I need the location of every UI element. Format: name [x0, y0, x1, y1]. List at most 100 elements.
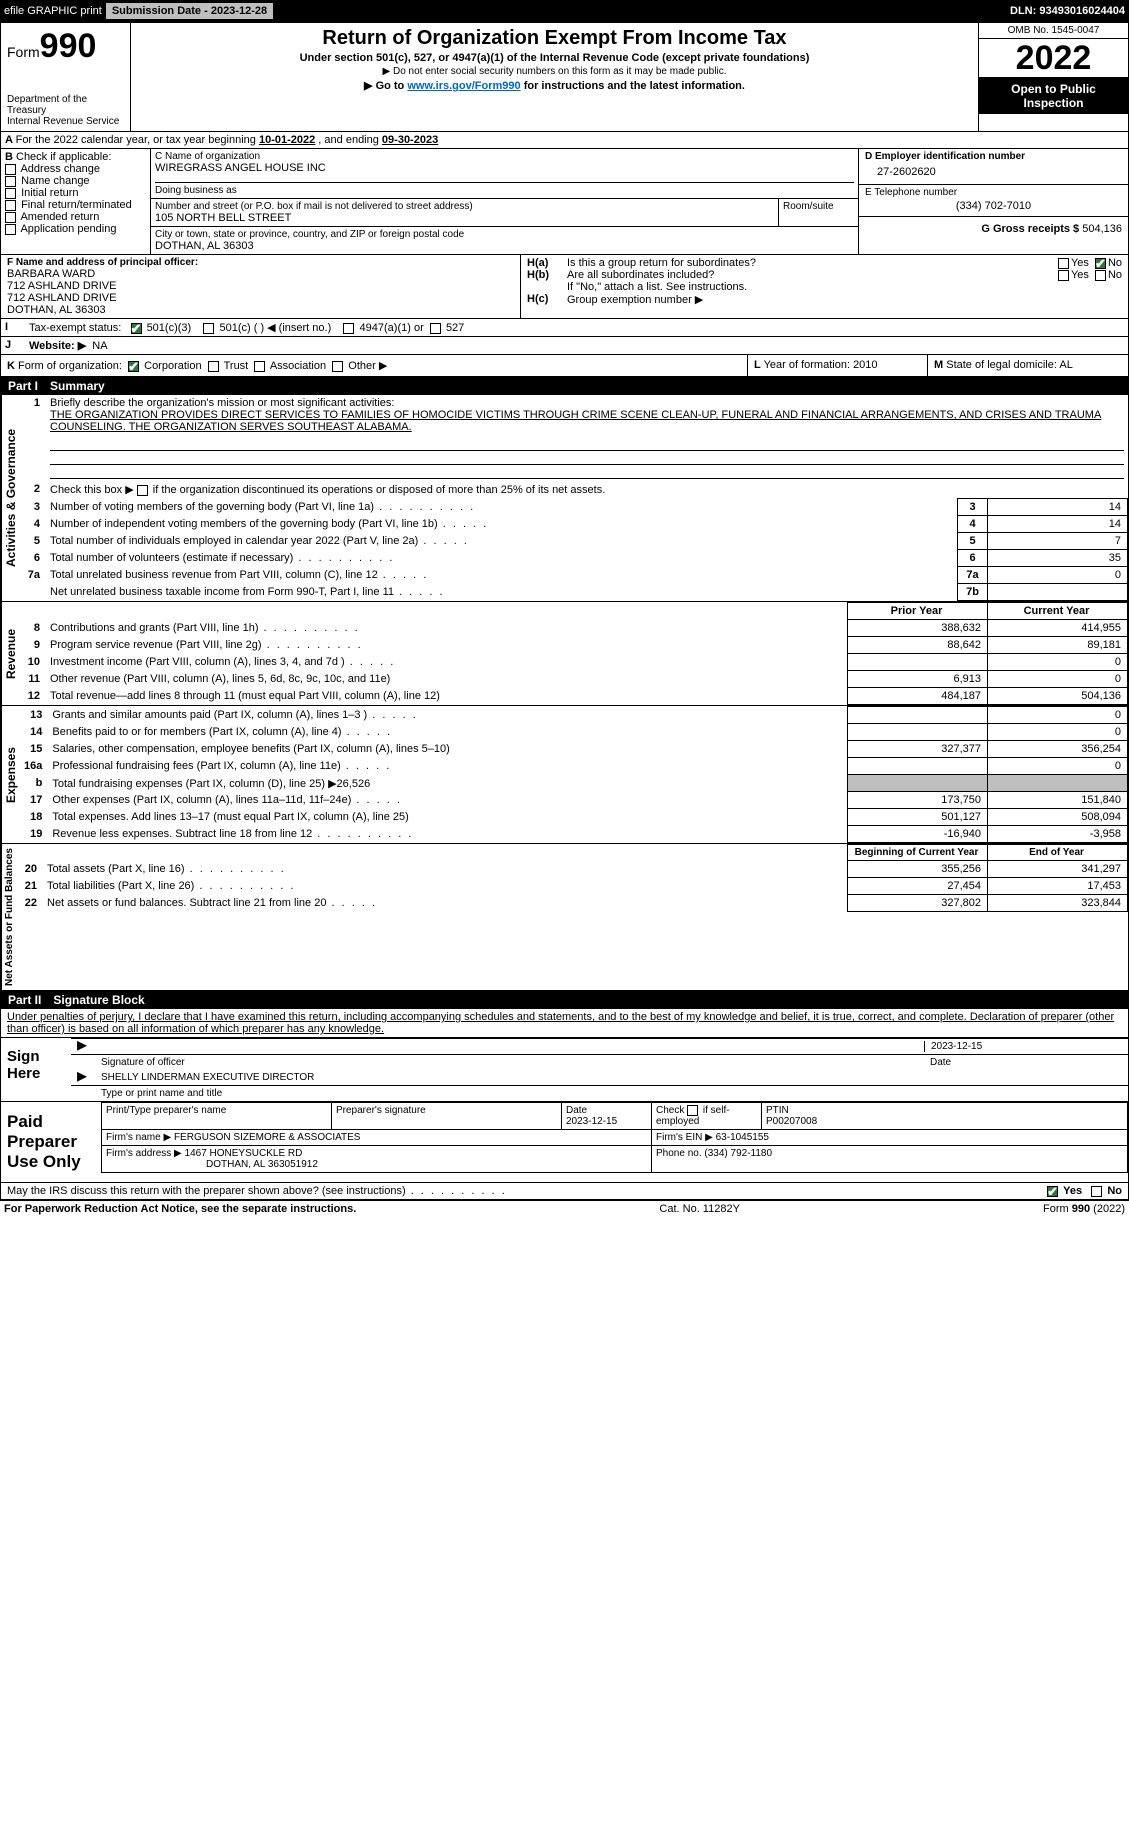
- form-title: Return of Organization Exempt From Incom…: [135, 27, 974, 50]
- form-subtitle-1: Under section 501(c), 527, or 4947(a)(1)…: [135, 52, 974, 64]
- netassets-label: Net Assets or Fund Balances: [1, 844, 17, 990]
- firm-phone-label: Phone no.: [656, 1148, 702, 1159]
- sig-date-label: Date: [924, 1057, 1124, 1068]
- sign-here-label: Sign Here: [1, 1038, 71, 1101]
- prep-sig-label: Preparer's signature: [336, 1105, 426, 1116]
- gross-receipts: 504,136: [1082, 223, 1122, 235]
- i-501c3-check[interactable]: [131, 323, 142, 334]
- efile-label: efile GRAPHIC print: [4, 5, 102, 17]
- col-current: Current Year: [988, 603, 1128, 620]
- i-4947-check[interactable]: [343, 323, 354, 334]
- l2-check[interactable]: [137, 485, 148, 496]
- form-subtitle-3: ▶ Go to www.irs.gov/Form990 for instruct…: [135, 79, 974, 92]
- self-employed-check[interactable]: [687, 1105, 698, 1116]
- b-opt-initial[interactable]: Initial return: [5, 187, 146, 199]
- dba-label: Doing business as: [155, 182, 854, 196]
- ha-no[interactable]: No: [1095, 257, 1122, 269]
- val-5: 7: [988, 533, 1128, 550]
- room-label: Room/suite: [783, 201, 854, 212]
- officer-name: BARBARA WARD: [7, 268, 514, 280]
- l1-pre: Briefly describe the organization's miss…: [50, 397, 394, 409]
- firm-addr2: DOTHAN, AL 363051912: [106, 1159, 318, 1170]
- firm-addr1: 1467 HONEYSUCKLE RD: [185, 1148, 303, 1159]
- b-opt-name[interactable]: Name change: [5, 175, 146, 187]
- footer-mid: Cat. No. 11282Y: [659, 1203, 740, 1215]
- city-label: City or town, state or province, country…: [155, 229, 854, 240]
- discuss-row: May the IRS discuss this return with the…: [0, 1183, 1129, 1200]
- b-opt-amended[interactable]: Amended return: [5, 211, 146, 223]
- section-revenue: Revenue Prior Year Current Year 8Contrib…: [0, 602, 1129, 706]
- firm-addr-label: Firm's address ▶: [106, 1148, 182, 1159]
- hb-label: Are all subordinates included?: [567, 269, 1058, 281]
- section-activities: Activities & Governance 1 Briefly descri…: [0, 395, 1129, 602]
- val-7a: 0: [988, 567, 1128, 584]
- org-name: WIREGRASS ANGEL HOUSE INC: [155, 162, 854, 174]
- k-trust-check[interactable]: [208, 361, 219, 372]
- section-expenses: Expenses 13Grants and similar amounts pa…: [0, 706, 1129, 844]
- perjury-statement: Under penalties of perjury, I declare th…: [0, 1009, 1129, 1038]
- tax-year: 2022: [979, 39, 1128, 78]
- paid-preparer-label: Paid Preparer Use Only: [1, 1102, 101, 1182]
- ha-yes[interactable]: Yes: [1058, 257, 1089, 269]
- dln-label: DLN: 93493016024404: [1010, 5, 1125, 17]
- form-header: Form990 Department of the Treasury Inter…: [0, 22, 1129, 132]
- hb-no[interactable]: No: [1095, 269, 1122, 281]
- g-label: G Gross receipts $: [981, 223, 1079, 235]
- state-domicile: AL: [1059, 359, 1072, 371]
- i-527-check[interactable]: [430, 323, 441, 334]
- d-label: D Employer identification number: [865, 151, 1025, 162]
- officer-addr2: 712 ASHLAND DRIVE: [7, 292, 514, 304]
- part2-header: Part II Signature Block: [0, 991, 1129, 1009]
- b-opt-address[interactable]: Address change: [5, 163, 146, 175]
- discuss-no-check[interactable]: [1091, 1186, 1102, 1197]
- firm-name-label: Firm's name ▶: [106, 1132, 171, 1143]
- arrow-icon: ▸: [77, 1039, 87, 1051]
- officer-block: F Name and address of principal officer:…: [0, 255, 1129, 319]
- phone-value: (334) 702-7010: [865, 198, 1122, 214]
- form-number: Form990: [7, 27, 124, 66]
- val-4: 14: [988, 516, 1128, 533]
- officer-addr1: 712 ASHLAND DRIVE: [7, 280, 514, 292]
- footer-right: Form 990 (2022): [1043, 1203, 1125, 1215]
- i-501c-check[interactable]: [203, 323, 214, 334]
- irs-label: Internal Revenue Service: [7, 116, 124, 127]
- prep-name-label: Print/Type preparer's name: [106, 1105, 226, 1116]
- k-other-check[interactable]: [332, 361, 343, 372]
- val-7b: [988, 584, 1128, 601]
- paid-preparer-block: Paid Preparer Use Only Print/Type prepar…: [0, 1102, 1129, 1183]
- col-boy: Beginning of Current Year: [848, 845, 988, 861]
- k-assoc-check[interactable]: [254, 361, 265, 372]
- footer-left: For Paperwork Reduction Act Notice, see …: [4, 1203, 356, 1215]
- line-klm: K Form of organization: Corporation Trus…: [0, 355, 1129, 377]
- prep-date-label: Date: [566, 1105, 587, 1116]
- k-corp-check[interactable]: [128, 361, 139, 372]
- hb-note: If "No," attach a list. See instructions…: [527, 281, 1122, 293]
- officer-print-name: SHELLY LINDERMAN EXECUTIVE DIRECTOR: [101, 1072, 314, 1083]
- submission-date-button[interactable]: Submission Date - 2023-12-28: [105, 2, 274, 20]
- line-i: I Tax-exempt status: 501(c)(3) 501(c) ( …: [0, 319, 1129, 337]
- efile-topbar: efile GRAPHIC print Submission Date - 20…: [0, 0, 1129, 22]
- form-subtitle-2: ▶ Do not enter social security numbers o…: [135, 66, 974, 77]
- ptin-label: PTIN: [766, 1105, 789, 1116]
- self-employed-label: Check if self-employed: [656, 1105, 730, 1127]
- hc-label: Group exemption number ▶: [567, 293, 703, 306]
- hb-yes[interactable]: Yes: [1058, 269, 1089, 281]
- sign-here-block: Sign Here ▸ 2023-12-15 Signature of offi…: [0, 1038, 1129, 1102]
- mission-text: THE ORGANIZATION PROVIDES DIRECT SERVICE…: [50, 409, 1101, 433]
- revenue-label: Revenue: [1, 602, 20, 705]
- line-a: A For the 2022 calendar year, or tax yea…: [0, 132, 1129, 149]
- b-label: Check if applicable:: [16, 151, 111, 163]
- open-inspection: Open to Public Inspection: [979, 78, 1128, 114]
- irs-link[interactable]: www.irs.gov/Form990: [407, 80, 520, 92]
- page-footer: For Paperwork Reduction Act Notice, see …: [0, 1200, 1129, 1217]
- b-opt-final[interactable]: Final return/terminated: [5, 199, 146, 211]
- discuss-yes-check[interactable]: [1047, 1186, 1058, 1197]
- identity-block: B Check if applicable: Address change Na…: [0, 149, 1129, 255]
- firm-name: FERGUSON SIZEMORE & ASSOCIATES: [174, 1132, 361, 1143]
- activities-label: Activities & Governance: [1, 395, 20, 601]
- website-value: NA: [92, 340, 107, 352]
- b-opt-pending[interactable]: Application pending: [5, 223, 146, 235]
- section-netassets: Net Assets or Fund Balances Beginning of…: [0, 844, 1129, 991]
- val-6: 35: [988, 550, 1128, 567]
- ptin-value: P00207008: [766, 1116, 817, 1127]
